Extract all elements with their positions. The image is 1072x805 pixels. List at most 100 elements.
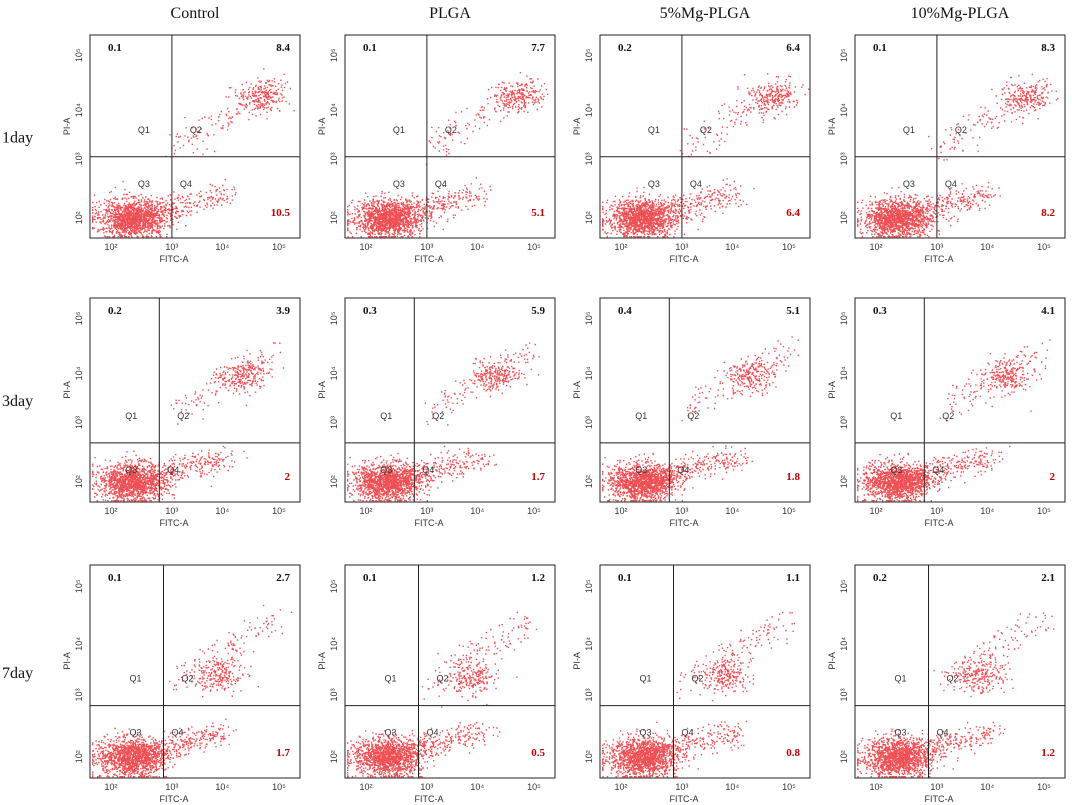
plot-frame bbox=[89, 297, 301, 503]
quadrant-label: Q3 bbox=[648, 179, 660, 189]
row-label: 3day bbox=[2, 393, 33, 410]
quadrant-label: Q4 bbox=[427, 728, 439, 738]
quadrant-label: Q3 bbox=[125, 465, 137, 475]
q4-value: 2 bbox=[285, 471, 291, 483]
x-axis-label: FITC-A bbox=[925, 794, 954, 804]
quadrant-label: Q2 bbox=[177, 411, 189, 421]
y-tick-label: 10⁴ bbox=[329, 103, 339, 117]
y-tick-label: 10³ bbox=[839, 416, 849, 429]
x-tick-label: 10² bbox=[359, 506, 372, 516]
x-tick-label: 10⁴ bbox=[215, 506, 229, 516]
x-tick-label: 10⁵ bbox=[272, 242, 286, 252]
event-cloud bbox=[602, 611, 796, 778]
q4-value: 1.2 bbox=[1041, 747, 1055, 759]
q4-value: 1.8 bbox=[786, 471, 800, 483]
x-tick-label: 10⁵ bbox=[1037, 782, 1051, 792]
q2-value: 7.7 bbox=[531, 42, 545, 54]
x-tick-label: 10² bbox=[614, 506, 627, 516]
quadrant-label: Q3 bbox=[640, 728, 652, 738]
x-tick-label: 10³ bbox=[930, 242, 943, 252]
x-tick-label: 10⁴ bbox=[725, 782, 739, 792]
x-tick-label: 10⁵ bbox=[782, 782, 796, 792]
q2-value: 8.3 bbox=[1041, 42, 1055, 54]
q1-value: 0.1 bbox=[108, 572, 122, 584]
q2-value: 1.2 bbox=[531, 572, 545, 584]
y-tick-label: 10⁵ bbox=[329, 48, 339, 62]
quadrant-label: Q3 bbox=[393, 179, 405, 189]
quadrant-label: Q4 bbox=[180, 179, 192, 189]
y-tick-label: 10² bbox=[584, 211, 594, 224]
event-cloud bbox=[347, 342, 540, 502]
x-tick-label: 10⁴ bbox=[215, 242, 229, 252]
y-tick-label: 10² bbox=[74, 475, 84, 488]
y-tick-label: 10⁴ bbox=[329, 366, 339, 380]
x-tick-label: 10² bbox=[869, 506, 882, 516]
plot-frame bbox=[854, 34, 1066, 239]
quadrant-label: Q4 bbox=[677, 465, 689, 475]
quadrant-label: Q1 bbox=[890, 411, 902, 421]
q1-value: 0.3 bbox=[363, 305, 377, 317]
y-tick-label: 10⁴ bbox=[584, 366, 594, 380]
x-tick-label: 10² bbox=[104, 242, 117, 252]
quadrant-label: Q2 bbox=[437, 674, 449, 684]
y-tick-label: 10⁴ bbox=[74, 366, 84, 380]
event-cloud bbox=[92, 342, 285, 502]
x-tick-label: 10³ bbox=[420, 242, 433, 252]
q4-value: 1.7 bbox=[531, 471, 545, 483]
event-cloud bbox=[92, 604, 293, 778]
quadrant-label: Q2 bbox=[182, 674, 194, 684]
q4-value: 8.2 bbox=[1041, 207, 1055, 219]
y-tick-label: 10⁴ bbox=[329, 637, 339, 651]
y-tick-label: 10³ bbox=[839, 688, 849, 701]
y-tick-label: 10⁴ bbox=[74, 637, 84, 651]
x-tick-label: 10³ bbox=[675, 506, 688, 516]
quadrant-label: Q2 bbox=[432, 411, 444, 421]
event-cloud bbox=[347, 611, 538, 778]
x-tick-label: 10³ bbox=[930, 782, 943, 792]
x-axis-label: FITC-A bbox=[160, 794, 189, 804]
y-tick-label: 10⁵ bbox=[584, 311, 594, 325]
y-tick-label: 10⁴ bbox=[74, 103, 84, 117]
y-tick-label: 10³ bbox=[839, 152, 849, 165]
x-axis-label: FITC-A bbox=[670, 518, 699, 528]
x-tick-label: 10⁵ bbox=[272, 506, 286, 516]
x-tick-label: 10⁴ bbox=[725, 506, 739, 516]
y-axis-label: PI-A bbox=[827, 118, 837, 136]
q1-value: 0.1 bbox=[363, 42, 377, 54]
x-tick-label: 10⁵ bbox=[527, 242, 541, 252]
q2-value: 6.4 bbox=[786, 42, 800, 54]
column-header: 10%Mg-PLGA bbox=[911, 5, 1010, 22]
y-tick-label: 10⁵ bbox=[584, 579, 594, 593]
q1-value: 0.3 bbox=[873, 305, 887, 317]
x-tick-label: 10⁴ bbox=[470, 782, 484, 792]
x-axis-label: FITC-A bbox=[415, 254, 444, 264]
plot-frame bbox=[89, 564, 301, 779]
q1-value: 0.4 bbox=[618, 305, 632, 317]
x-tick-label: 10⁴ bbox=[725, 242, 739, 252]
x-tick-label: 10⁴ bbox=[980, 242, 994, 252]
event-cloud bbox=[602, 73, 810, 238]
y-axis-label: PI-A bbox=[827, 381, 837, 399]
plot-frame bbox=[344, 297, 556, 503]
x-tick-label: 10² bbox=[359, 242, 372, 252]
quadrant-label: Q4 bbox=[435, 179, 447, 189]
quadrant-label: Q2 bbox=[692, 674, 704, 684]
y-axis-label: PI-A bbox=[317, 652, 327, 670]
x-tick-label: 10² bbox=[104, 506, 117, 516]
y-tick-label: 10⁵ bbox=[839, 579, 849, 593]
q1-value: 0.2 bbox=[618, 42, 632, 54]
plot-frame bbox=[599, 297, 811, 503]
event-cloud bbox=[857, 73, 1059, 238]
quadrant-label: Q3 bbox=[635, 465, 647, 475]
y-tick-label: 10⁵ bbox=[74, 48, 84, 62]
quadrant-label: Q2 bbox=[687, 411, 699, 421]
y-tick-label: 10² bbox=[584, 750, 594, 763]
y-tick-label: 10⁴ bbox=[839, 637, 849, 651]
y-axis-label: PI-A bbox=[317, 118, 327, 136]
y-axis-label: PI-A bbox=[572, 381, 582, 399]
x-tick-label: 10³ bbox=[165, 782, 178, 792]
y-tick-label: 10² bbox=[329, 750, 339, 763]
x-tick-label: 10³ bbox=[675, 242, 688, 252]
q4-value: 1.7 bbox=[276, 747, 290, 759]
